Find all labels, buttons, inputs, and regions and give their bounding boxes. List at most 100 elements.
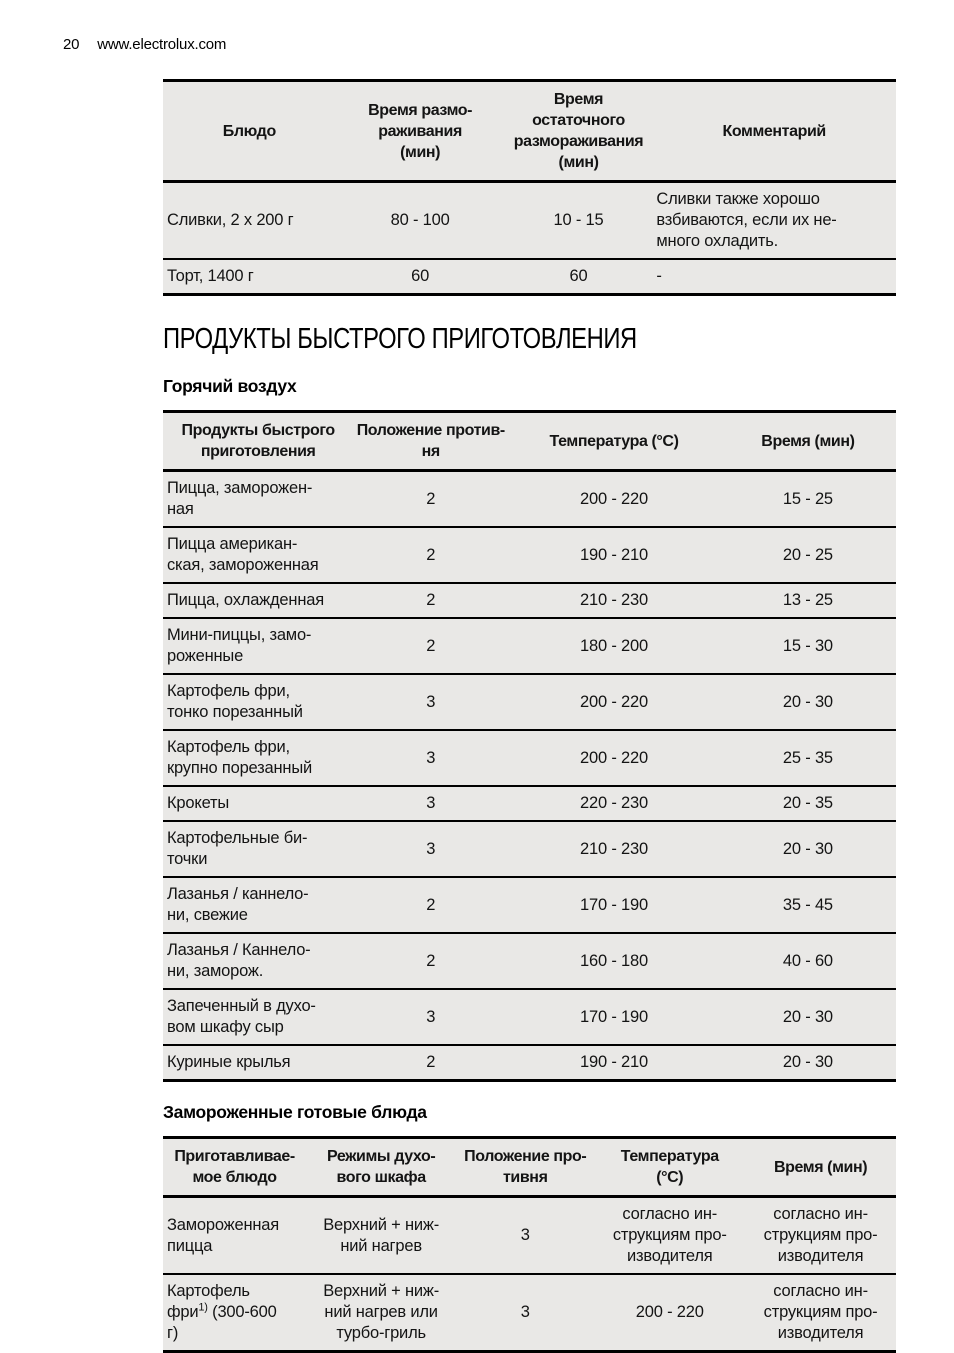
defrost-table: Блюдо Время размо- раживания (мин) Время… [163, 79, 896, 296]
cell-time: 40 - 60 [719, 932, 896, 989]
cell-time: 20 - 30 [719, 673, 896, 730]
cell-shelf: 2 [353, 582, 509, 618]
cell-time: 25 - 35 [719, 729, 896, 786]
table-row: Запеченный в духо- вом шкафу сыр 3 170 -… [163, 988, 896, 1045]
table-row: Крокеты 3 220 - 230 20 - 35 [163, 785, 896, 821]
frozen-col-shelf: Положение про- тивня [456, 1137, 595, 1198]
cell-temp: 190 - 210 [508, 1044, 720, 1081]
cell-product: Картофельные би- точки [163, 820, 354, 877]
cell-shelf: 3 [353, 988, 509, 1045]
cell-time: 20 - 30 [719, 820, 896, 877]
table-row: Сливки, 2 x 200 г 80 - 100 10 - 15 Сливк… [163, 182, 896, 260]
cell-product: Пицца американ- ская, замороженная [163, 526, 354, 583]
cell-time: 15 - 30 [719, 617, 896, 674]
cell-product: Мини-пиццы, замо- роженные [163, 617, 354, 674]
hot-air-table: Продукты быстрого приготовления Положени… [163, 410, 896, 1082]
cell-shelf: 2 [353, 617, 509, 674]
table-row: Картофельные би- точки 3 210 - 230 20 - … [163, 820, 896, 877]
cell-temp: 200 - 220 [508, 729, 720, 786]
dish-text: Картофель фри [167, 1282, 250, 1321]
cell-time: 20 - 25 [719, 526, 896, 583]
table-row: Лазанья / Каннело- ни, заморож. 2 160 - … [163, 932, 896, 989]
cell-temp: 200 - 220 [594, 1273, 746, 1352]
cell-product: Лазанья / каннело- ни, свежие [163, 876, 354, 933]
cell-defrost-time: 80 - 100 [390, 211, 450, 229]
cell-product: Картофель фри, крупно порезанный [163, 729, 354, 786]
cell-shelf: 2 [353, 876, 509, 933]
hot-air-header-row: Продукты быстрого приготовления Положени… [163, 411, 896, 472]
cell-product: Пицца, охлажденная [163, 582, 354, 618]
cell-time: согласно ин- струкциям про- изводителя [745, 1273, 896, 1352]
cell-dish: Картофель фри1) (300-600 г) [163, 1273, 307, 1352]
hot-air-col-time: Время (мин) [719, 411, 896, 472]
cell-shelf: 2 [353, 526, 509, 583]
section-title: ПРОДУКТЫ БЫСТРОГО ПРИГОТОВЛЕНИЯ [163, 323, 637, 355]
hot-air-subtitle: Горячий воздух [163, 376, 297, 396]
frozen-header-row: Приготавливае- мое блюдо Режимы духо- во… [163, 1137, 896, 1198]
table-row: Мини-пиццы, замо- роженные 2 180 - 200 1… [163, 617, 896, 674]
cell-shelf: 3 [353, 820, 509, 877]
cell-product: Крокеты [163, 785, 354, 821]
cell-dish: Торт, 1400 г [163, 258, 336, 295]
cell-dish: Замороженная пицца [163, 1197, 306, 1275]
cell-comment: Сливки также хорошо взбиваются, если их … [656, 190, 837, 250]
cell-time: 35 - 45 [719, 876, 896, 933]
defrost-col-dish: Блюдо [163, 80, 336, 183]
cell-shelf: 3 [456, 1273, 595, 1352]
cell-temp: 210 - 230 [508, 820, 720, 877]
table-row: Лазанья / каннело- ни, свежие 2 170 - 19… [163, 876, 896, 933]
cell-temp: 200 - 220 [508, 673, 720, 730]
table-row: Пицца, охлажденная 2 210 - 230 13 - 25 [163, 582, 896, 618]
cell-time: 20 - 30 [719, 988, 896, 1045]
cell-temp: согласно ин- струкциям про- изводителя [612, 1205, 727, 1265]
table-row: Пицца американ- ская, замороженная 2 190… [163, 526, 896, 583]
cell-residual-time: 60 [504, 258, 653, 295]
cell-temp: 170 - 190 [508, 988, 720, 1045]
cell-temp: 210 - 230 [508, 582, 720, 618]
frozen-col-mode: Режимы духо- вого шкафа [306, 1137, 457, 1198]
cell-time: 20 - 30 [719, 1044, 896, 1081]
table-row: Картофель фри, тонко порезанный 3 200 - … [163, 673, 896, 730]
cell-dish: Сливки, 2 x 200 г [167, 211, 294, 229]
cell-temp: 220 - 230 [508, 785, 720, 821]
cell-product: Картофель фри, тонко порезанный [163, 673, 354, 730]
cell-temp: 190 - 210 [508, 526, 720, 583]
cell-product: Лазанья / Каннело- ни, заморож. [163, 932, 354, 989]
cell-shelf: 3 [353, 785, 509, 821]
cell-temp: 200 - 220 [580, 489, 648, 508]
defrost-col-time: Время размо- раживания (мин) [335, 80, 505, 183]
page-number: 20 [63, 36, 80, 53]
cell-temp: 170 - 190 [508, 876, 720, 933]
cell-mode: Верхний + ниж- ний нагрев [323, 1215, 440, 1255]
cell-product: Запеченный в духо- вом шкафу сыр [163, 988, 354, 1045]
defrost-col-residual: Время остаточного размораживания (мин) [504, 80, 653, 183]
cell-shelf: 2 [353, 932, 509, 989]
cell-time: 15 - 25 [782, 489, 833, 508]
hot-air-col-temp: Температура (°C) [508, 411, 720, 472]
table-row: Пицца, заморожен- ная 2 200 - 220 15 - 2… [163, 471, 896, 528]
cell-shelf: 3 [353, 729, 509, 786]
cell-defrost-time: 60 [335, 258, 505, 295]
cell-time: 13 - 25 [719, 582, 896, 618]
cell-temp: 160 - 180 [508, 932, 720, 989]
frozen-col-time: Время (мин) [745, 1137, 896, 1198]
cell-shelf: 2 [426, 489, 436, 508]
defrost-col-comment: Комментарий [652, 80, 896, 183]
table-row: Куриные крылья 2 190 - 210 20 - 30 [163, 1044, 896, 1081]
table-row: Замороженная пицца Верхний + ниж- ний на… [163, 1197, 896, 1275]
cell-time: 20 - 35 [719, 785, 896, 821]
cell-residual-time: 10 - 15 [553, 211, 604, 229]
cell-temp: 180 - 200 [508, 617, 720, 674]
hot-air-col-shelf: Положение против- ня [353, 411, 509, 472]
cell-product: Пицца, заморожен- ная [167, 479, 313, 518]
table-row: Картофель фри, крупно порезанный 3 200 -… [163, 729, 896, 786]
dish-text-suffix: (300-600 г) [167, 1303, 277, 1342]
page-header: 20 www.electrolux.com [0, 0, 954, 53]
cell-shelf: 2 [353, 1044, 509, 1081]
cell-mode: Верхний + ниж- ний нагрев или турбо-грил… [306, 1273, 457, 1352]
cell-comment: - [652, 258, 896, 295]
table-row: Картофель фри1) (300-600 г) Верхний + ни… [163, 1273, 896, 1352]
frozen-subtitle: Замороженные готовые блюда [163, 1102, 427, 1122]
cell-shelf: 3 [520, 1226, 530, 1244]
frozen-col-dish: Приготавливае- мое блюдо [163, 1137, 307, 1198]
